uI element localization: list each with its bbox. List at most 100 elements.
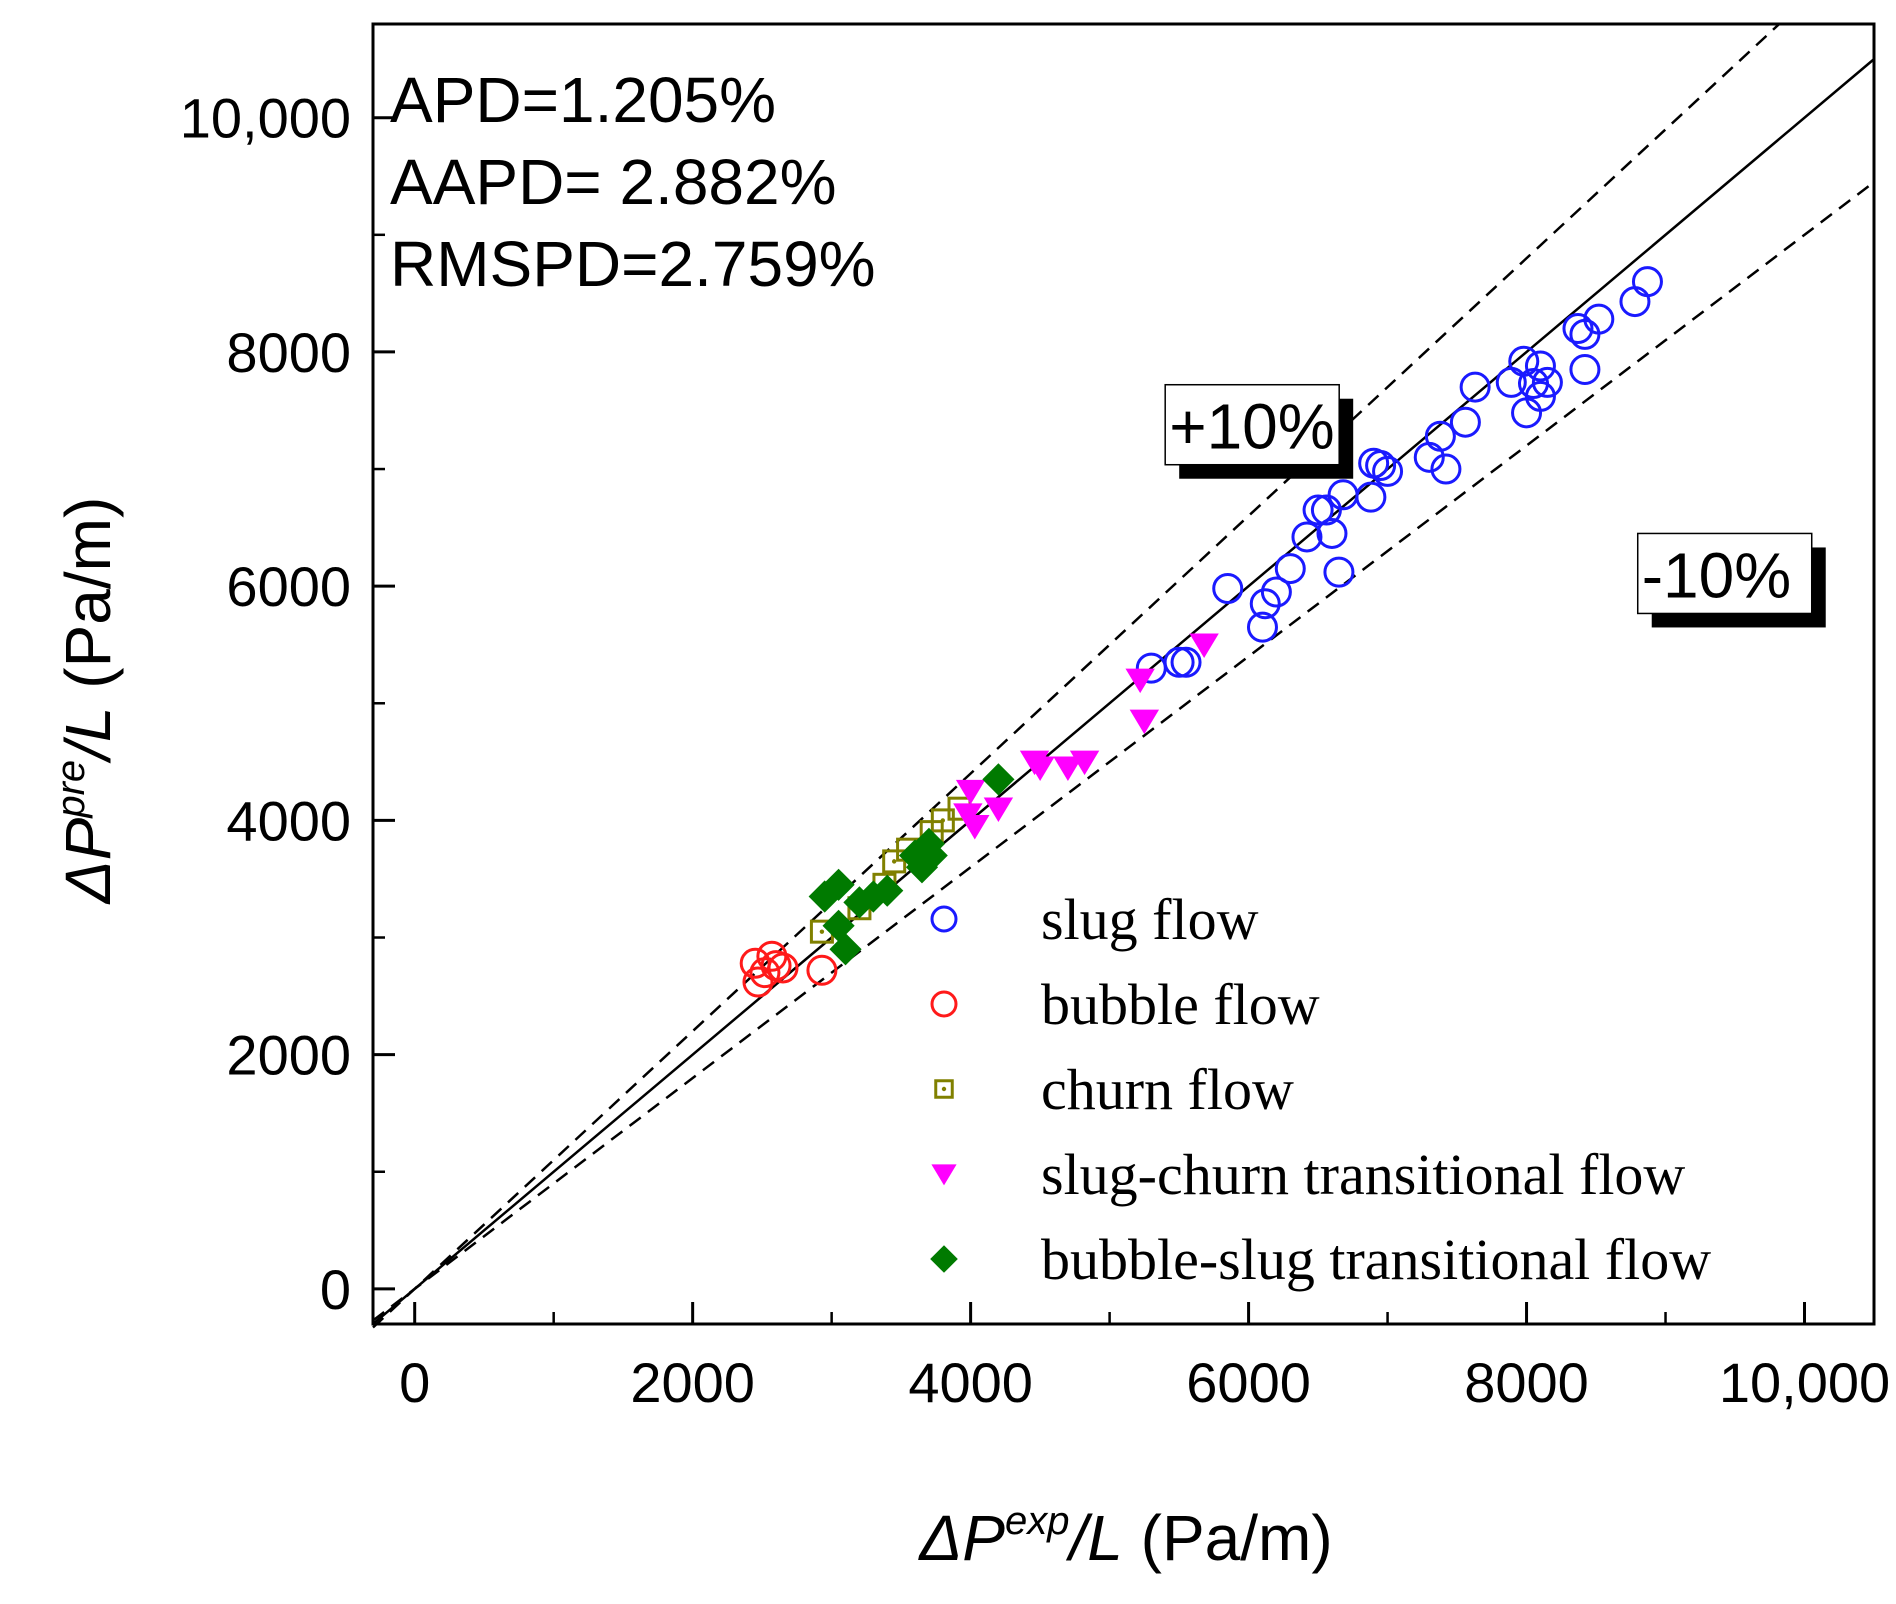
band-label-text: +10% [1169,391,1334,463]
point-slug-flow [1260,576,1292,608]
point-slug-churn-transitional-flow [1129,709,1160,735]
x-tick-label: 6000 [1186,1351,1311,1414]
point-slug-flow [1619,286,1651,318]
legend: slug flow bubble flow churn flow slug-churn… [930,887,1711,1292]
point-bubble-slug-transitional-flow [829,933,862,966]
legend-marker [930,990,958,1018]
point-slug-flow [1365,450,1397,482]
point-slug-churn-transitional-flow [1069,750,1100,776]
x-tick-label: 8000 [1464,1351,1589,1414]
point-slug-flow [1291,521,1323,553]
legend-marker [931,1164,957,1186]
point-bubble-slug-transitional-flow [822,868,855,901]
y-axis-title-prefix: ΔP [52,817,124,905]
x-axis-title-sup: exp [1005,1499,1070,1543]
x-tick-label: 0 [399,1351,430,1414]
point-slug-flow [1459,371,1491,403]
legend-item-bubble-slug-transitional-flow: bubble-slug transitional flow [930,1227,1711,1292]
marker-dot [941,1086,947,1092]
x-tick-label: 4000 [908,1351,1033,1414]
y-axis-title-sup: pre [49,760,93,819]
reference-line-parity [372,58,1875,1325]
marker-dot [819,929,825,934]
x-tick-label: 10,000 [1719,1351,1890,1414]
y-axis-title-unit: (Pa/m) [52,497,124,707]
point-slug-flow [1524,380,1556,412]
x-axis-title: ΔPexp/L (Pa/m) [917,1499,1332,1574]
point-slug-flow [1274,553,1306,585]
y-tick-label: 2000 [226,1024,351,1087]
point-bubble-flow [767,952,799,984]
legend-item-slug-flow: slug flow [930,887,1259,952]
y-tick-label: 8000 [226,321,351,384]
legend-item-bubble-flow: bubble flow [930,972,1320,1037]
series-slug-flow [1135,266,1663,684]
marker-dot [940,818,946,823]
point-slug-flow [1355,481,1387,513]
point-slug-flow [1531,366,1563,398]
point-slug-flow [1302,494,1334,526]
point-slug-flow [1327,479,1359,511]
legend-label: slug flow [1041,887,1259,952]
marker-square [934,1079,954,1099]
y-tick-label: 0 [320,1258,351,1321]
point-slug-flow [1424,420,1456,452]
legend-item-slug-churn-transitional-flow: slug-churn transitional flow [931,1142,1685,1207]
point-bubble-slug-transitional-flow [898,839,932,872]
legend-label: slug-churn transitional flow [1041,1142,1685,1207]
y-axis-title: ΔPpre/L (Pa/m) [49,497,124,906]
legend-marker [934,1079,954,1099]
stats-box: APD=1.205% AAPD= 2.882% RMSPD=2.759% [390,64,876,300]
point-slug-churn-transitional-flow [1189,633,1219,659]
y-tick-label: 10,000 [180,87,351,150]
point-slug-churn-transitional-flow [1025,756,1055,781]
point-slug-churn-transitional-flow [955,779,986,805]
stat-aapd: AAPD= 2.882% [390,146,837,218]
reference-line-minus-10 [372,181,1875,1322]
point-bubble-flow [806,954,838,986]
point-slug-churn-transitional-flow [983,797,1014,822]
y-axis-title-suffix: /L [52,706,124,763]
reference-lines [372,23,1875,1329]
point-slug-flow [1212,573,1244,605]
x-tick-label: 2000 [630,1351,755,1414]
point-slug-churn-transitional-flow [1053,756,1083,781]
y-tick-label: 6000 [226,555,351,618]
plot-frame [371,22,1876,1326]
point-slug-flow [1569,353,1601,385]
legend-item-churn-flow: churn flow [934,1057,1294,1122]
legend-label: bubble flow [1041,972,1320,1037]
x-axis-title-prefix: ΔP [917,1502,1005,1574]
reference-line-plus-10 [372,23,1781,1329]
legend-marker [930,905,958,933]
point-bubble-flow [742,966,774,998]
point-bubble-slug-transitional-flow [857,880,890,913]
point-slug-flow [1524,350,1556,382]
axis-ticks: 0 2000 4000 6000 8000 10,000 0 2000 4000 6000 8000… [180,87,1890,1414]
legend-label: churn flow [1041,1057,1294,1122]
point-bubble-slug-transitional-flow [822,909,855,942]
point-slug-flow [1246,611,1278,643]
point-slug-flow [1449,406,1481,438]
band-label-plus-10: +10% [1164,383,1354,479]
legend-marker [930,1245,958,1273]
point-slug-churn-transitional-flow [1125,668,1155,694]
point-slug-flow [1249,588,1281,620]
series-slug-churn-transitional-flow [953,633,1219,840]
point-slug-flow [1430,453,1462,485]
series-bubble-slug-transitional-flow [808,763,1015,966]
point-slug-flow [1372,455,1404,487]
x-axis-title-unit: (Pa/m) [1123,1502,1333,1574]
point-slug-flow [1163,646,1195,678]
point-bubble-slug-transitional-flow [871,874,904,907]
band-label-text: -10% [1642,539,1791,611]
band-labels: +10% -10% [1164,383,1826,628]
y-tick-label: 4000 [226,789,351,852]
series-bubble-flow [739,940,838,998]
point-slug-flow [1170,646,1202,678]
stat-rmspd: RMSPD=2.759% [390,228,876,300]
band-label-box [1636,532,1813,615]
point-slug-flow [1562,313,1594,345]
point-slug-flow [1583,303,1615,335]
point-slug-flow [1631,266,1663,298]
